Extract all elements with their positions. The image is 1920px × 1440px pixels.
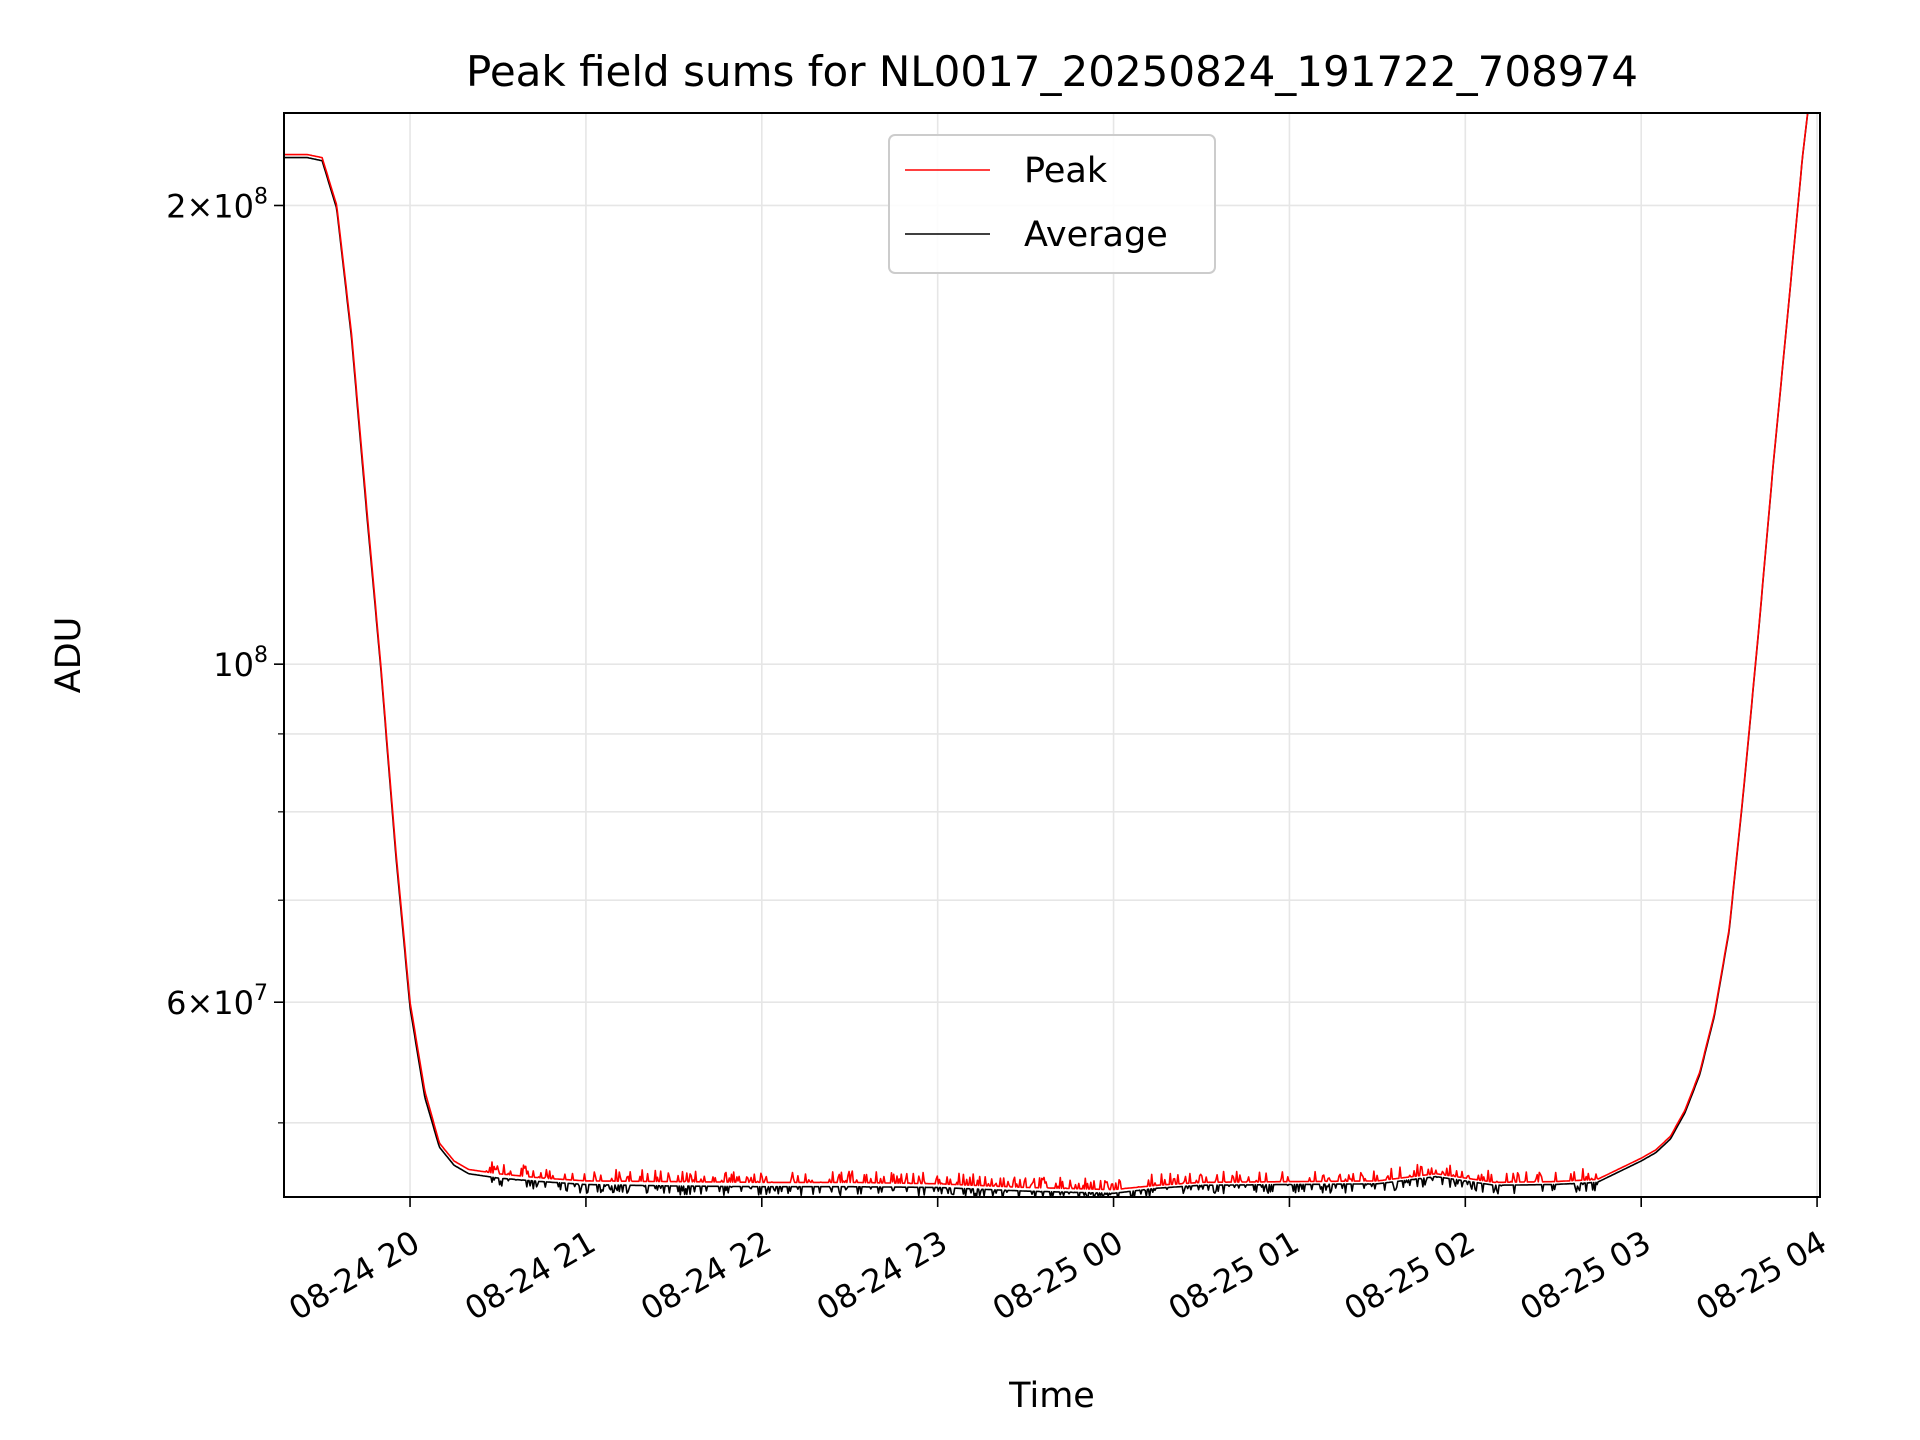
y-tick-label: 6×107 <box>166 981 268 1022</box>
legend-label-average: Average <box>1024 215 1168 255</box>
series-line-average <box>284 113 1809 1197</box>
plot-frame <box>283 112 1821 1198</box>
chart-title: Peak field sums for NL0017_20250824_1917… <box>466 47 1638 96</box>
y-axis: 2×108 108 6×107 <box>166 184 284 1124</box>
x-axis-label: Time <box>1008 1376 1095 1416</box>
y-axis-label: ADU <box>49 617 89 694</box>
y-tick-label: 2×108 <box>166 184 268 225</box>
legend: Peak Average <box>888 134 1216 274</box>
legend-label-peak: Peak <box>1024 151 1108 191</box>
series-line-peak <box>284 113 1809 1191</box>
y-tick-label: 108 <box>213 643 268 684</box>
series-group <box>284 113 1809 1197</box>
